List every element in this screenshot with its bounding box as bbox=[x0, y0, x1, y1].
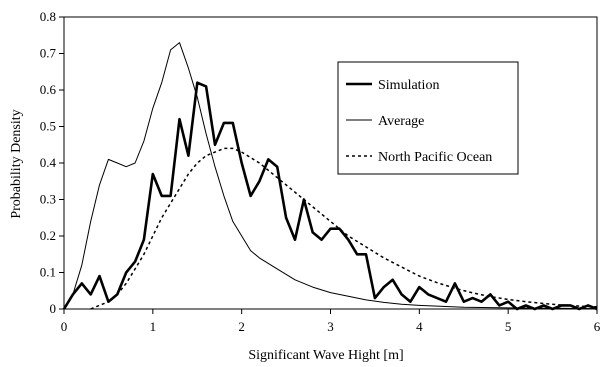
x-tick-label: 2 bbox=[238, 319, 245, 334]
x-tick-label: 1 bbox=[150, 319, 157, 334]
y-tick-label: 0.2 bbox=[40, 228, 56, 243]
y-tick-label: 0.8 bbox=[40, 9, 56, 24]
x-tick-label: 0 bbox=[61, 319, 68, 334]
y-tick-label: 0.4 bbox=[40, 155, 57, 170]
y-tick-label: 0.1 bbox=[40, 265, 56, 280]
legend-label: Simulation bbox=[378, 78, 439, 93]
y-tick-label: 0.5 bbox=[40, 119, 56, 134]
y-axis-title: Probability Density bbox=[9, 109, 24, 218]
x-tick-label: 6 bbox=[594, 319, 600, 334]
y-tick-label: 0.6 bbox=[40, 82, 57, 97]
legend-box bbox=[337, 61, 519, 175]
legend: Simulation Average North Pacific Ocean bbox=[337, 61, 519, 175]
legend-label: North Pacific Ocean bbox=[378, 150, 492, 165]
y-tick-label: 0 bbox=[50, 301, 57, 316]
x-tick-label: 5 bbox=[505, 319, 512, 334]
y-tick-label: 0.7 bbox=[40, 46, 57, 61]
series-line-simulation bbox=[62, 81, 598, 311]
y-tick-label: 0.3 bbox=[40, 192, 56, 207]
x-axis-title: Significant Wave Hight [m] bbox=[248, 348, 403, 363]
x-tick-label: 3 bbox=[327, 319, 334, 334]
x-tick-label: 4 bbox=[416, 319, 423, 334]
legend-label: Average bbox=[378, 114, 424, 129]
axis-ticks: 0 0.1 0.2 0.3 0.4 0.5 0.6 0.7 0.8 0 1 2 3 4 5 6 bbox=[40, 9, 600, 334]
series-line-average bbox=[63, 42, 598, 310]
